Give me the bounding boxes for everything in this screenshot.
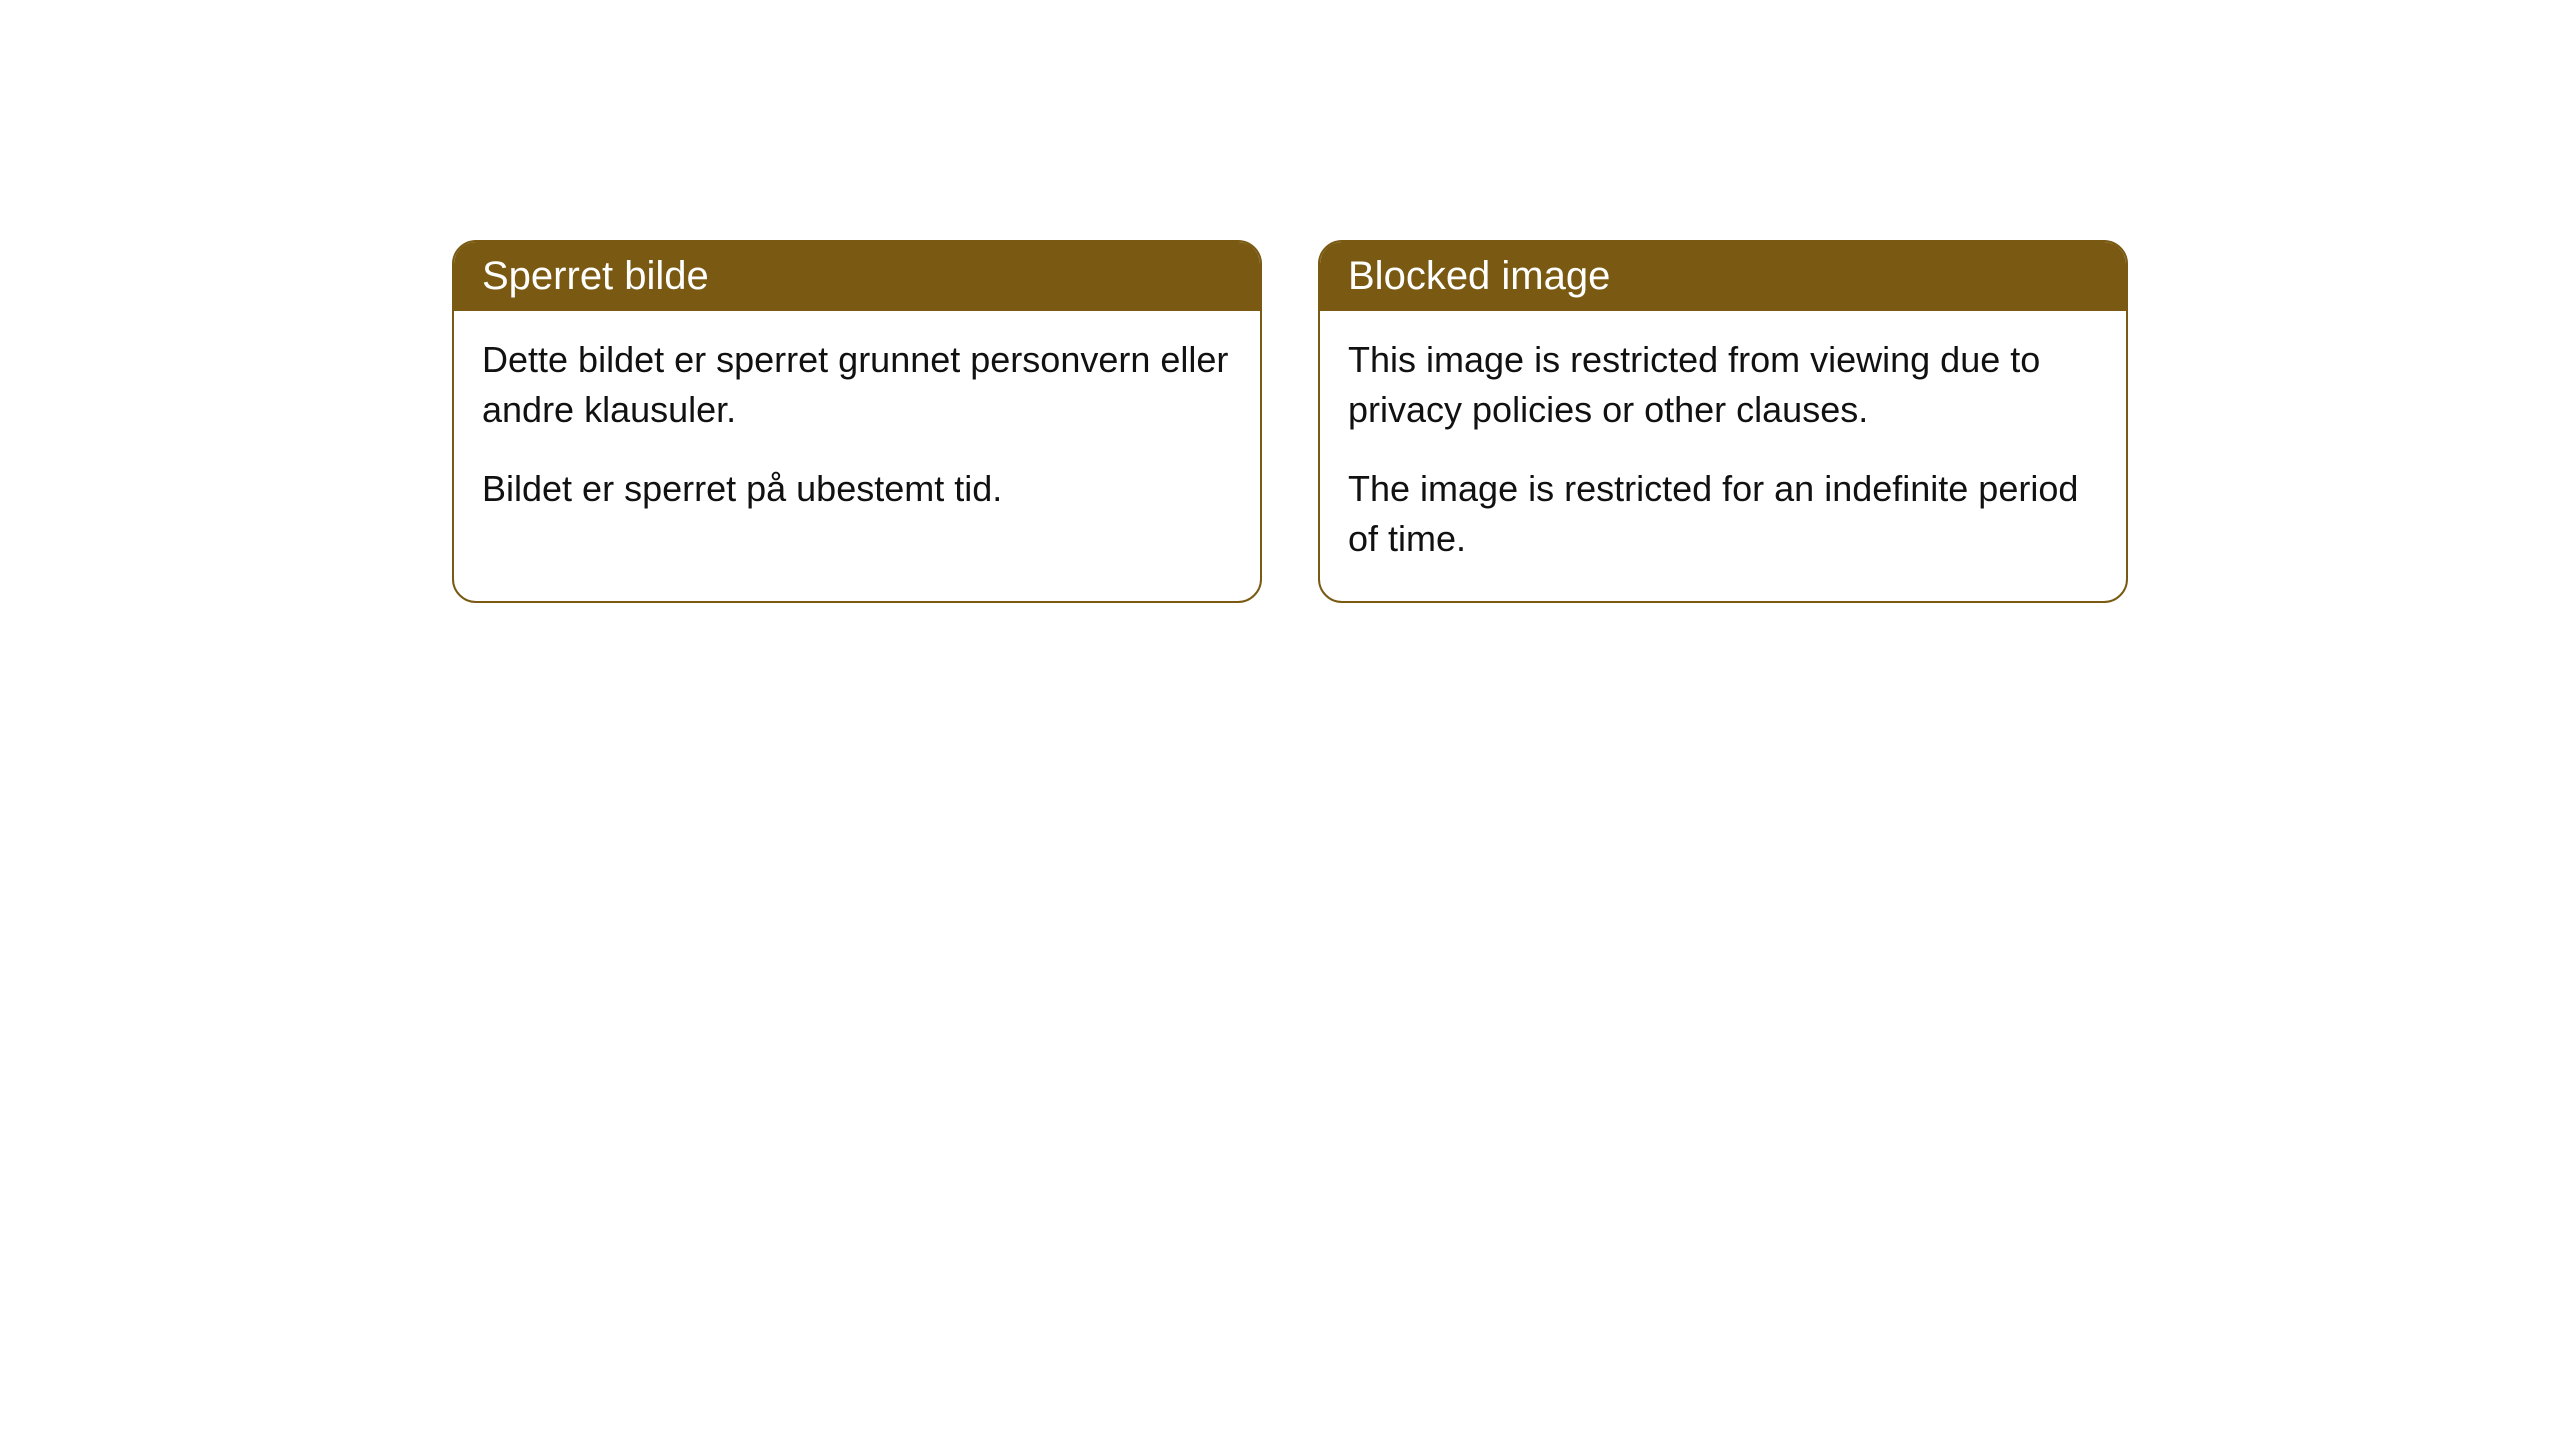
- card-paragraph-1-english: This image is restricted from viewing du…: [1348, 335, 2098, 436]
- card-paragraph-1-norwegian: Dette bildet er sperret grunnet personve…: [482, 335, 1232, 436]
- card-header-english: Blocked image: [1320, 242, 2126, 311]
- card-norwegian: Sperret bilde Dette bildet er sperret gr…: [452, 240, 1262, 603]
- card-title-norwegian: Sperret bilde: [482, 254, 709, 298]
- card-title-english: Blocked image: [1348, 254, 1610, 298]
- card-body-norwegian: Dette bildet er sperret grunnet personve…: [454, 311, 1260, 550]
- card-header-norwegian: Sperret bilde: [454, 242, 1260, 311]
- card-body-english: This image is restricted from viewing du…: [1320, 311, 2126, 601]
- card-english: Blocked image This image is restricted f…: [1318, 240, 2128, 603]
- cards-container: Sperret bilde Dette bildet er sperret gr…: [452, 240, 2128, 603]
- card-paragraph-2-english: The image is restricted for an indefinit…: [1348, 464, 2098, 565]
- card-paragraph-2-norwegian: Bildet er sperret på ubestemt tid.: [482, 464, 1232, 514]
